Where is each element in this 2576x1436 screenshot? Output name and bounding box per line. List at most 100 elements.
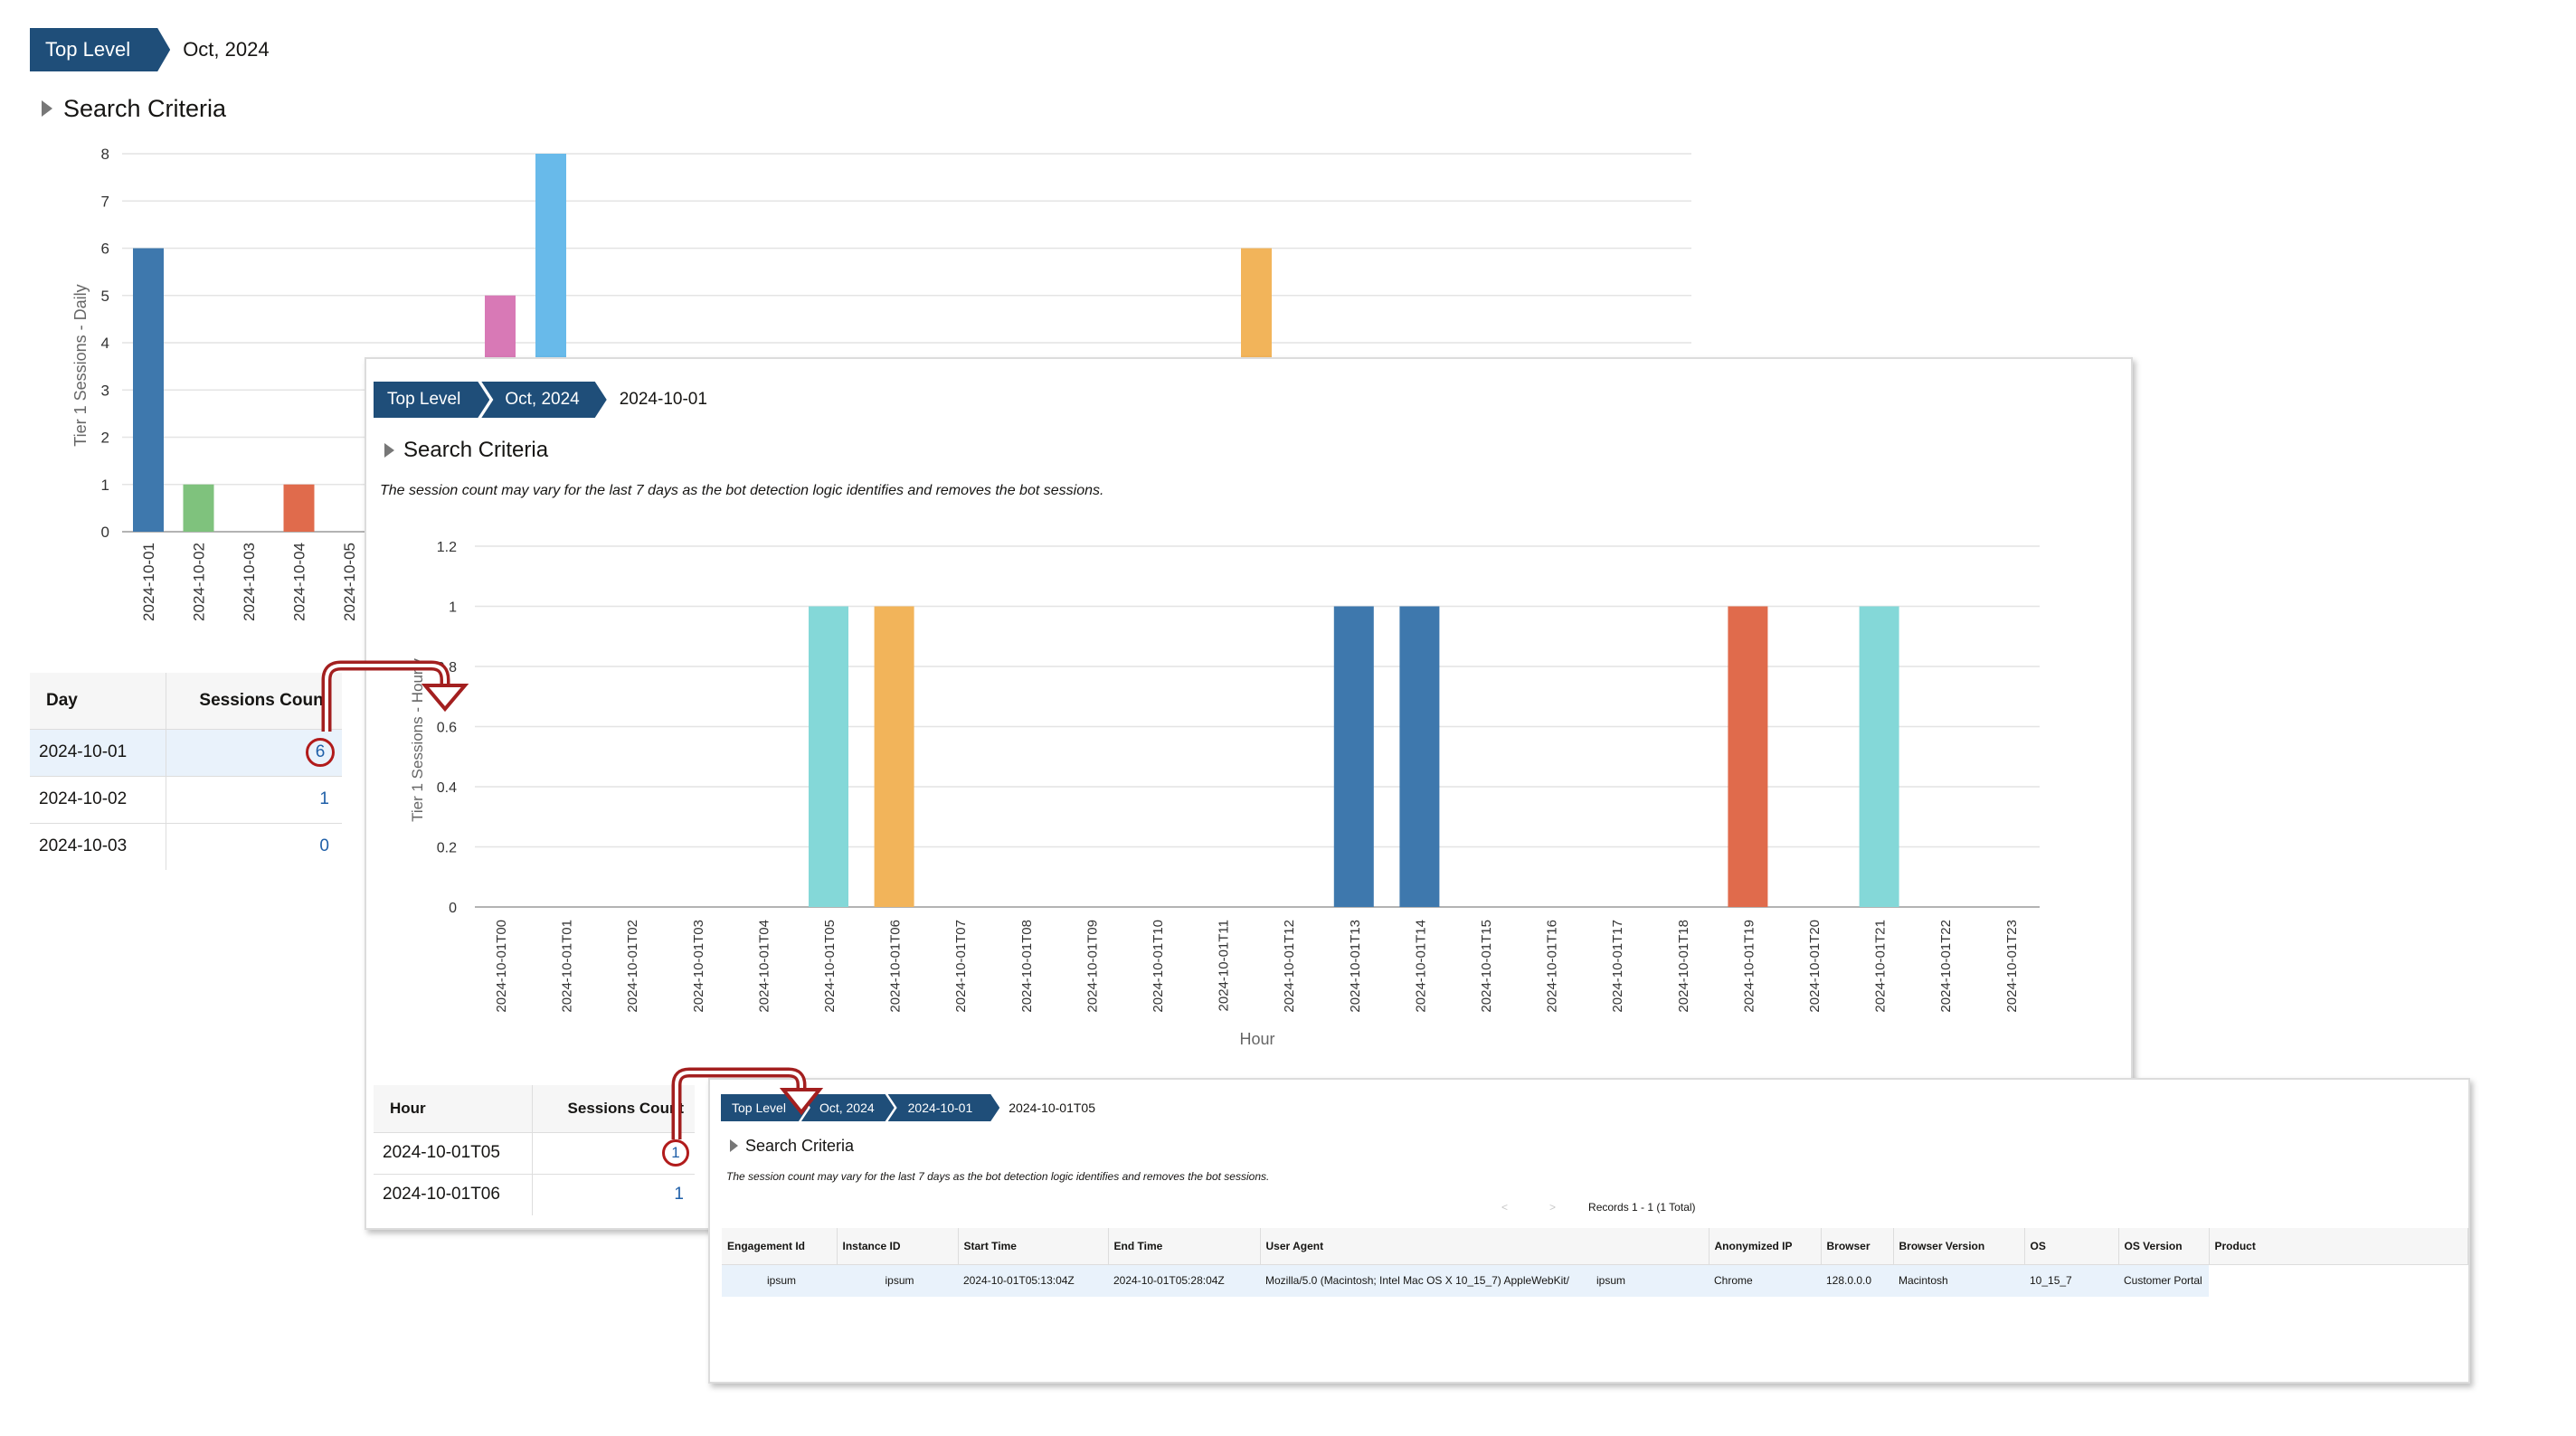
bar-2024-10-01T21 (1859, 606, 1899, 907)
search-criteria-toggle[interactable]: Search Criteria (730, 1135, 854, 1157)
y-tick-label: 5 (101, 288, 109, 305)
y-tick-label: 0.6 (437, 721, 457, 736)
column-header-sessions-count[interactable]: Sessions Count (166, 673, 342, 730)
expand-triangle-icon (730, 1139, 738, 1152)
x-tick-label: 2024-10-01T03 (691, 920, 706, 1013)
hourly-sessions-table: Hour Sessions Count 2024-10-01T05 1 2024… (374, 1085, 695, 1215)
bot-detection-notice: The session count may vary for the last … (726, 1170, 1270, 1183)
x-tick-label: 2024-10-01T20 (1807, 920, 1823, 1013)
y-tick-label: 1 (101, 477, 109, 494)
y-tick-label: 1.2 (437, 540, 457, 555)
column-header-instance-id[interactable]: Instance ID (837, 1228, 959, 1265)
bar-2024-10-02 (183, 484, 214, 532)
column-header-start-time[interactable]: Start Time (958, 1228, 1109, 1265)
x-tick-label: 2024-10-02 (191, 543, 208, 621)
column-header-day[interactable]: Day (30, 673, 166, 730)
sessions-count-cell: 1 (532, 1132, 695, 1175)
y-tick-label: 0.2 (437, 841, 457, 856)
table-row[interactable]: ipsum ipsum 2024-10-01T05:13:04Z 2024-10-01… (722, 1264, 2467, 1297)
breadcrumb-level3: Top Level Oct, 2024 2024-10-01 2024-10-0… (721, 1094, 1095, 1121)
arrowhead-2 (779, 1088, 824, 1116)
next-page-button[interactable]: > (1549, 1201, 1557, 1214)
table-row[interactable]: 2024-10-02 1 (30, 776, 342, 824)
breadcrumb-month[interactable]: Oct, 2024 (801, 1094, 895, 1121)
table-row[interactable]: 2024-10-01 6 (30, 729, 342, 777)
column-header-user-agent[interactable]: User Agent (1260, 1228, 1709, 1265)
os-cell: Macintosh (1899, 1274, 1948, 1288)
x-tick-label: 2024-10-05 (341, 543, 358, 621)
sessions-count-link[interactable]: 1 (674, 1185, 684, 1205)
search-criteria-label: Search Criteria (745, 1136, 855, 1155)
drilldown-arrow-1-inner (325, 664, 447, 732)
expand-triangle-icon (384, 443, 394, 458)
breadcrumb-month[interactable]: Oct, 2024 (481, 382, 606, 418)
sessions-count-link[interactable]: 1 (662, 1139, 689, 1167)
records-count: Records 1 - 1 (1 Total) (1588, 1201, 1696, 1214)
breadcrumb-current: 2024-10-01 (619, 390, 707, 409)
search-criteria-toggle[interactable]: Search Criteria (384, 437, 548, 464)
x-tick-label: 2024-10-01T01 (560, 920, 575, 1013)
x-tick-label: 2024-10-01T09 (1084, 920, 1100, 1013)
column-header-os[interactable]: OS (2024, 1228, 2119, 1265)
sessions-count-link[interactable]: 1 (166, 776, 342, 824)
bar-2024-10-04 (283, 484, 315, 532)
x-tick-label: 2024-10-01T07 (953, 920, 969, 1013)
x-tick-label: 2024-10-01T18 (1676, 920, 1691, 1013)
x-tick-label: 2024-10-01T19 (1741, 920, 1757, 1013)
bar-2024-10-01 (133, 248, 164, 532)
previous-page-button[interactable]: < (1501, 1201, 1509, 1214)
table-row[interactable]: 2024-10-01T05 1 (374, 1132, 695, 1175)
breadcrumb-day[interactable]: 2024-10-01 (888, 1094, 1000, 1121)
x-tick-label: 2024-10-01T11 (1217, 920, 1232, 1011)
end-time-cell: 2024-10-01T05:28:04Z (1113, 1274, 1225, 1288)
breadcrumb-top-level[interactable]: Top Level (374, 382, 489, 418)
drilldown-arrow-2-inner (675, 1071, 803, 1139)
engagement-id-cell: ipsum (766, 1274, 796, 1288)
sessions-count-link[interactable]: 0 (319, 836, 329, 856)
column-header-browser[interactable]: Browser (1821, 1228, 1894, 1265)
x-tick-label: 2024-10-01T05 (822, 920, 838, 1013)
y-tick-label: 8 (101, 146, 109, 163)
breadcrumb-top-level[interactable]: Top Level (721, 1094, 808, 1121)
column-header-engagement-id[interactable]: Engagement Id (722, 1228, 838, 1265)
instance-id-cell: ipsum (885, 1274, 914, 1288)
column-header-end-time[interactable]: End Time (1108, 1228, 1261, 1265)
x-tick-label: 2024-10-01 (140, 543, 157, 621)
table-row[interactable]: 2024-10-03 0 (30, 823, 342, 870)
x-tick-label: 2024-10-01T13 (1348, 920, 1363, 1013)
x-tick-label: 2024-10-04 (291, 543, 308, 621)
y-tick-label: 0.4 (437, 780, 457, 796)
column-header-product[interactable]: Product (2209, 1228, 2468, 1265)
column-header-hour[interactable]: Hour (374, 1085, 533, 1133)
table-row[interactable]: 2024-10-01T06 1 (374, 1174, 695, 1215)
column-header-anonymized-ip[interactable]: Anonymized IP (1709, 1228, 1822, 1265)
y-tick-label: 3 (101, 382, 109, 399)
column-header-browser-version[interactable]: Browser Version (1893, 1228, 2025, 1265)
x-tick-label: 2024-10-01T12 (1282, 920, 1297, 1013)
column-header-sessions-count[interactable]: Sessions Count (532, 1085, 695, 1133)
bar-2024-10-01T14 (1399, 606, 1440, 907)
breadcrumb-top-level[interactable]: Top Level (30, 28, 170, 71)
search-criteria-toggle[interactable]: Search Criteria (42, 94, 226, 123)
x-tick-label: 2024-10-01T22 (1938, 920, 1954, 1013)
x-tick-label: 2024-10-01T08 (1019, 920, 1035, 1013)
daily-sessions-table: Day Sessions Count 2024-10-01 6 2024-10-… (30, 673, 342, 870)
hour-cell: 2024-10-01T06 (374, 1174, 533, 1215)
breadcrumb-current: Oct, 2024 (183, 38, 270, 61)
y-tick-label: 6 (101, 241, 109, 258)
x-tick-label: 2024-10-01T15 (1479, 920, 1494, 1013)
y-tick-label: 4 (101, 335, 109, 352)
sessions-count-link[interactable]: 6 (306, 738, 335, 767)
day-cell: 2024-10-02 (30, 776, 166, 824)
x-axis-label: Hour (1239, 1030, 1274, 1048)
bar-2024-10-01T13 (1333, 606, 1374, 907)
x-tick-label: 2024-10-01T14 (1413, 920, 1428, 1013)
column-header-os-version[interactable]: OS Version (2118, 1228, 2210, 1265)
search-criteria-label: Search Criteria (63, 94, 227, 122)
breadcrumb-current: 2024-10-01T05 (1009, 1101, 1096, 1115)
x-tick-label: 2024-10-01T23 (2004, 920, 2020, 1013)
y-axis-label: Tier 1 Sessions - Daily (71, 284, 90, 446)
drilldown-arrow-1 (321, 660, 450, 732)
